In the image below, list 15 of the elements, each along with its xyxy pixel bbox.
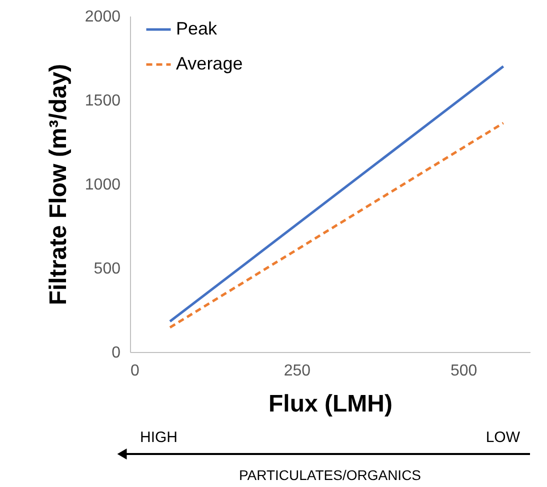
y-tick-label: 1500 [84, 92, 121, 110]
text: HIGH [140, 429, 178, 446]
legend-label: Average [176, 54, 243, 74]
y-tick-label: 1000 [84, 176, 121, 194]
x-tick-label: 500 [450, 362, 478, 380]
x-tick-label: 0 [130, 362, 140, 380]
text: LOW [486, 429, 521, 446]
y-axis-title: Filtrate Flow (m³/day) [44, 64, 72, 306]
x-axis-title: Flux (LMH) [268, 390, 392, 418]
y-tick-label: 500 [94, 260, 121, 278]
y-tick-label: 0 [112, 344, 121, 362]
text: PARTICULATES/ORGANICS [238, 467, 422, 483]
legend-label: Peak [176, 18, 218, 38]
x-tick-label: 250 [284, 362, 311, 380]
y-tick-label: 2000 [84, 8, 121, 26]
